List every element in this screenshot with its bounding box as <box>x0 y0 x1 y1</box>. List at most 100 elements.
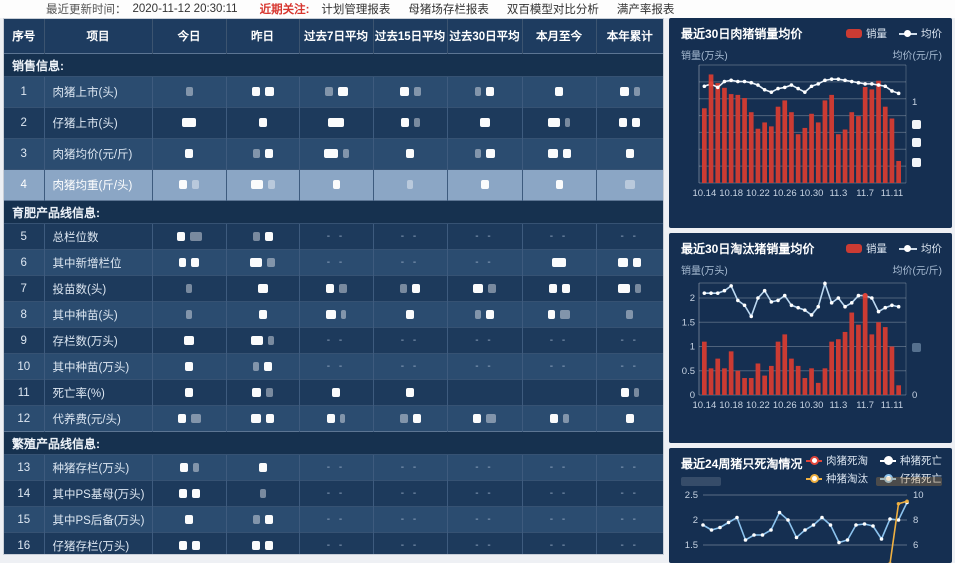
redacted-tick <box>912 343 921 352</box>
top-link[interactable]: 母猪场存栏报表 <box>408 4 489 16</box>
table-row[interactable]: 11 死亡率(%) <box>4 379 663 406</box>
x-tick: 10.30 <box>800 400 824 411</box>
table-row[interactable]: 3 肉猪均价(元/斤) <box>4 138 663 170</box>
bar <box>869 89 875 183</box>
legend-item[interactable]: 种猪死亡 <box>880 453 942 468</box>
empty-value: - - <box>372 223 447 250</box>
line-point <box>736 79 740 84</box>
redacted-value <box>549 413 558 423</box>
redacted-value <box>480 180 489 190</box>
line-series-仔猪死亡 <box>702 502 908 544</box>
table-row[interactable]: 13 种猪存栏(万头) - -- -- -- -- - <box>4 454 663 481</box>
top-link[interactable]: 双百模型对比分析 <box>506 4 599 16</box>
redacted-value <box>325 283 334 293</box>
value-cell <box>372 76 447 108</box>
table-row[interactable]: 15 其中PS后备(万头) - -- -- -- -- - <box>4 506 663 533</box>
value-cell <box>372 275 447 302</box>
redacted-value <box>267 257 275 267</box>
table-row[interactable]: 4 肉猪均重(斤/头) <box>4 169 663 201</box>
legend-item[interactable]: 销量 <box>846 241 887 256</box>
table-body: 销售信息: 1 肉猪上市(头) 2 仔猪上市(头) 3 肉猪均价(元/斤) 4 肉猪均重(斤/头… <box>4 53 663 554</box>
redacted-value <box>625 149 634 159</box>
line-point <box>890 303 894 308</box>
legend-item[interactable]: 均价 <box>899 26 942 41</box>
redacted-value <box>176 231 185 241</box>
redacted-value <box>560 309 570 319</box>
line-point <box>856 293 861 298</box>
legend-item[interactable]: 种猪淘汰 <box>806 471 868 486</box>
table-row[interactable]: 16 仔猪存栏(万头) - -- -- -- -- - <box>4 532 663 554</box>
line-point <box>809 84 814 89</box>
table-row[interactable]: 14 其中PS基母(万头) - -- -- -- -- - <box>4 480 663 507</box>
redacted-value <box>407 180 413 190</box>
redacted-value <box>633 257 642 267</box>
legend-item[interactable]: 仔猪死亡 <box>880 471 942 486</box>
y-tick: 0 <box>912 390 917 401</box>
bars-series <box>702 74 901 183</box>
line-point <box>870 296 874 300</box>
table-row[interactable]: 5 总栏位数 - -- -- -- -- - <box>4 223 663 250</box>
table-row[interactable]: 7 投苗数(头) <box>4 275 663 302</box>
empty-value: - - <box>595 353 663 380</box>
column-header: 过去7日平均 <box>298 19 373 54</box>
value-cell <box>446 107 522 139</box>
empty-value: - - <box>298 327 373 354</box>
redacted-value <box>253 361 259 371</box>
row-label: 仔猪上市(头) <box>43 107 152 139</box>
line-point <box>820 515 824 520</box>
legend-item[interactable]: 肉猪死淘 <box>806 453 868 468</box>
bar <box>822 368 828 395</box>
line-point <box>863 82 867 86</box>
table-row[interactable]: 6 其中新增栏位 - -- -- - <box>4 249 663 276</box>
column-header: 昨日 <box>225 19 299 54</box>
top-link[interactable]: 计划管理报表 <box>321 4 391 16</box>
redacted-value <box>486 87 494 97</box>
empty-value: - - <box>298 223 373 250</box>
column-header: 过去15日平均 <box>372 19 447 54</box>
legend-item[interactable]: 均价 <box>899 241 942 256</box>
bar <box>809 368 814 395</box>
table-row[interactable]: 8 其中种苗(头) <box>4 301 663 328</box>
line-point <box>702 291 707 295</box>
y-tick: 2 <box>693 515 698 526</box>
top-link[interactable]: 满产率报表 <box>616 4 675 16</box>
bar <box>789 358 794 395</box>
empty-value: - - <box>298 353 373 380</box>
value-cell <box>151 169 226 201</box>
line-point <box>843 78 847 83</box>
redacted-value <box>252 231 260 241</box>
bar <box>769 126 774 183</box>
legend-line-icon <box>899 245 917 252</box>
redacted-value <box>324 87 333 97</box>
value-cell <box>298 169 373 201</box>
legend-item[interactable]: 销量 <box>846 26 887 41</box>
line-point <box>849 301 854 305</box>
line-point <box>796 86 800 91</box>
table-row[interactable]: 10 其中种苗(万头) - -- -- -- -- - <box>4 353 663 380</box>
bar <box>822 100 828 183</box>
empty-value: - - <box>446 480 522 507</box>
grid-lines <box>703 494 907 546</box>
redacted-value <box>250 257 262 267</box>
y-right-tick-labels: 10 8 6 <box>913 490 924 551</box>
redacted-value <box>332 180 340 190</box>
table-row[interactable]: 2 仔猪上市(头) <box>4 107 663 139</box>
bar <box>882 327 888 395</box>
value-cell <box>225 405 299 432</box>
value-cell <box>372 169 447 201</box>
line-point <box>883 84 888 89</box>
table-row[interactable]: 1 肉猪上市(头) <box>4 76 663 108</box>
table-row[interactable]: 9 存栏数(万头) - -- -- -- -- - <box>4 327 663 354</box>
line-point <box>709 291 713 295</box>
redacted-value <box>548 118 560 128</box>
line-point <box>803 308 807 312</box>
chart-title: 最近30日淘汰猪销量均价 <box>681 242 815 256</box>
value-cell <box>151 506 226 533</box>
bar <box>795 365 801 395</box>
empty-value: - - <box>521 223 596 250</box>
axis-labels: 销量(万头) 均价(元/斤) <box>681 47 942 62</box>
table-row[interactable]: 12 代养费(元/头) <box>4 405 663 432</box>
redacted-value <box>182 118 196 128</box>
value-cell <box>151 480 226 507</box>
redacted-value <box>632 118 641 128</box>
